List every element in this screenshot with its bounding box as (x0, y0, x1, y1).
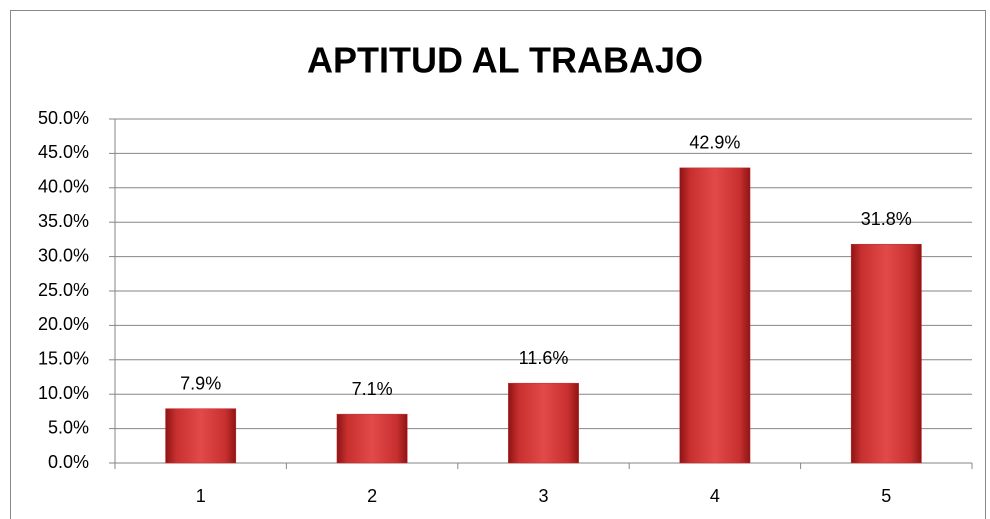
y-tick-label: 50.0% (38, 108, 89, 128)
y-tick-label: 0.0% (48, 452, 89, 472)
value-label: 7.1% (352, 379, 393, 399)
y-tick-label: 20.0% (38, 314, 89, 334)
value-label: 42.9% (689, 133, 740, 153)
value-label: 7.9% (180, 373, 221, 393)
x-tick-label: 1 (196, 486, 206, 506)
bar (336, 413, 408, 464)
x-tick-label: 3 (538, 486, 548, 506)
chart-title: APTITUD AL TRABAJO (307, 40, 703, 81)
bar (850, 243, 922, 464)
y-tick-label: 5.0% (48, 417, 89, 437)
x-tick-label: 2 (367, 486, 377, 506)
x-tick-label: 5 (881, 486, 891, 506)
y-tick-label: 35.0% (38, 211, 89, 231)
y-tick-label: 15.0% (38, 349, 89, 369)
y-tick-label: 45.0% (38, 142, 89, 162)
value-label: 31.8% (861, 209, 912, 229)
y-tick-label: 40.0% (38, 177, 89, 197)
y-tick-label: 10.0% (38, 383, 89, 403)
bar (165, 408, 237, 464)
bar (679, 167, 751, 464)
y-tick-label: 25.0% (38, 280, 89, 300)
value-label: 11.6% (519, 348, 569, 368)
bar (508, 382, 579, 464)
chart-border (10, 10, 986, 519)
x-tick-label: 4 (710, 486, 720, 506)
y-tick-label: 30.0% (38, 245, 89, 265)
